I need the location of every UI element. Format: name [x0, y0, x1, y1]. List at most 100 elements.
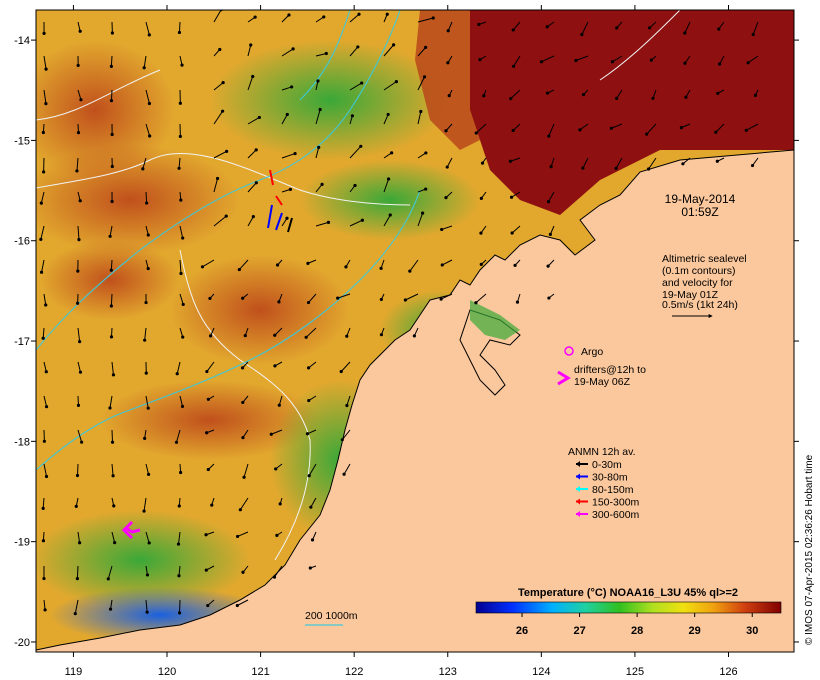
- lat-tick-label: -17: [14, 336, 30, 348]
- velocity-arrowhead: [305, 432, 310, 436]
- anmn-arrowhead-icon: [576, 498, 580, 505]
- argo-label: Argo: [581, 346, 603, 358]
- velocity-arrowhead: [269, 432, 273, 436]
- image-date: 19-May-2014: [665, 192, 736, 206]
- velocity-arrowhead: [109, 268, 113, 272]
- velocity-arrowhead: [106, 577, 110, 581]
- velocity-arrowhead: [275, 263, 280, 267]
- velocity-arrowhead: [306, 366, 311, 370]
- colorbar-tick-label: 27: [573, 625, 585, 637]
- velocity-arrow: [417, 17, 434, 23]
- velocity-arrow: [111, 429, 114, 443]
- lat-tick-label: -16: [14, 236, 30, 248]
- colorbar-tick-label: 28: [631, 625, 643, 637]
- warm-water-patch: [36, 145, 240, 255]
- velocity-arrowhead: [340, 438, 344, 442]
- velocity-arrowhead: [39, 201, 43, 205]
- velocity-arrow: [541, 55, 555, 63]
- velocity-arrowhead: [447, 94, 451, 98]
- velocity-arrowhead: [210, 503, 214, 507]
- velocity-arrowhead: [390, 151, 394, 155]
- velocity-arrowhead: [649, 58, 653, 62]
- velocity-arrow: [746, 123, 759, 131]
- velocity-arrow: [315, 109, 321, 125]
- velocity-arrowhead: [549, 165, 553, 169]
- velocity-arrowhead: [257, 115, 261, 120]
- velocity-arrow: [340, 361, 351, 372]
- velocity-arrow: [417, 111, 422, 125]
- velocity-arrowhead: [221, 81, 225, 85]
- anmn-legend-label: 300-600m: [592, 509, 640, 521]
- velocity-arrowhead: [574, 58, 578, 63]
- velocity-arrowhead: [110, 31, 114, 35]
- velocity-arrowhead: [147, 33, 151, 37]
- velocity-arrow: [349, 145, 362, 159]
- velocity-arrowhead: [74, 504, 78, 508]
- velocity-arrow: [109, 225, 113, 237]
- velocity-arrowhead: [145, 610, 149, 614]
- velocity-arrowhead: [357, 12, 361, 16]
- velocity-arrowhead: [344, 265, 348, 269]
- velocity-arrow: [76, 463, 79, 476]
- velocity-arrowhead: [445, 165, 449, 169]
- coastal-fringe: [470, 300, 520, 340]
- velocity-arrowhead: [317, 145, 321, 149]
- altimetry-line: (0.1m contours): [662, 265, 736, 277]
- velocity-arrow: [442, 259, 453, 266]
- velocity-arrowhead: [143, 338, 147, 342]
- velocity-arrowhead: [224, 214, 228, 218]
- velocity-arrow: [383, 81, 397, 91]
- velocity-arrowhead: [177, 611, 182, 615]
- velocity-arrowhead: [581, 92, 586, 97]
- velocity-arrowhead: [545, 91, 550, 95]
- velocity-arrowhead: [647, 167, 651, 171]
- velocity-arrowhead: [110, 440, 115, 444]
- velocity-arrow: [202, 259, 215, 268]
- velocity-arrowhead: [308, 566, 312, 570]
- warm-water-patch: [36, 40, 175, 180]
- cool-water-patch: [300, 160, 480, 240]
- velocity-arrowhead: [293, 151, 297, 156]
- velocity-arrowhead: [205, 369, 209, 374]
- velocity-arrowhead: [178, 134, 182, 139]
- velocity-arrowhead: [479, 196, 483, 200]
- altimetry-note: Altimetric sealevel (0.1m contours) and …: [662, 253, 747, 318]
- velocity-arrowhead: [109, 64, 113, 68]
- velocity-arrowhead: [379, 266, 383, 270]
- velocity-arrowhead: [545, 25, 549, 29]
- velocity-arrowhead: [272, 575, 277, 579]
- velocity-arrowhead: [424, 151, 428, 155]
- velocity-arrowhead: [144, 371, 148, 375]
- velocity-arrowhead: [73, 612, 77, 616]
- anmn-arrowhead-icon: [576, 461, 580, 467]
- velocity-arrow: [315, 53, 327, 57]
- velocity-arrowhead: [78, 339, 82, 344]
- velocity-arrow: [74, 599, 79, 614]
- velocity-arrowhead: [218, 47, 222, 52]
- cool-water-patch: [36, 510, 250, 610]
- velocity-arrow: [109, 395, 113, 409]
- velocity-arrow: [237, 599, 249, 606]
- velocity-arrow: [145, 463, 150, 475]
- velocity-arrowhead: [285, 216, 289, 220]
- velocity-arrow: [281, 86, 292, 91]
- velocity-arrowhead: [515, 300, 520, 304]
- velocity-arrowhead: [277, 300, 281, 304]
- velocity-arrowhead: [310, 538, 315, 542]
- velocity-arrow: [616, 89, 623, 99]
- velocity-arrowhead: [345, 334, 349, 338]
- argo-marker-icon: [564, 346, 574, 356]
- map-panel: [36, 10, 794, 652]
- velocity-arrowhead: [200, 265, 205, 269]
- velocity-arrowhead: [41, 130, 45, 135]
- velocity-arrowhead: [714, 130, 718, 134]
- velocity-arrowhead: [144, 300, 148, 305]
- velocity-arrow: [346, 395, 351, 406]
- velocity-arrowhead: [221, 109, 225, 113]
- velocity-arrow: [247, 76, 254, 91]
- velocity-arrowhead: [474, 131, 478, 135]
- velocity-arrow: [213, 150, 227, 159]
- velocity-arrowhead: [41, 539, 46, 543]
- velocity-arrow: [111, 361, 114, 375]
- lon-tick-label: 122: [345, 666, 363, 678]
